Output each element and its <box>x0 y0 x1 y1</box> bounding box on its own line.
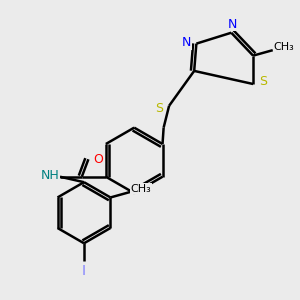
Text: CH₃: CH₃ <box>130 184 152 194</box>
Text: S: S <box>259 75 267 88</box>
Text: CH₃: CH₃ <box>273 42 294 52</box>
Text: NH: NH <box>41 169 60 182</box>
Text: S: S <box>155 101 163 115</box>
Text: N: N <box>182 36 191 49</box>
Text: O: O <box>93 153 103 166</box>
Text: N: N <box>228 17 237 31</box>
Text: I: I <box>82 263 86 278</box>
